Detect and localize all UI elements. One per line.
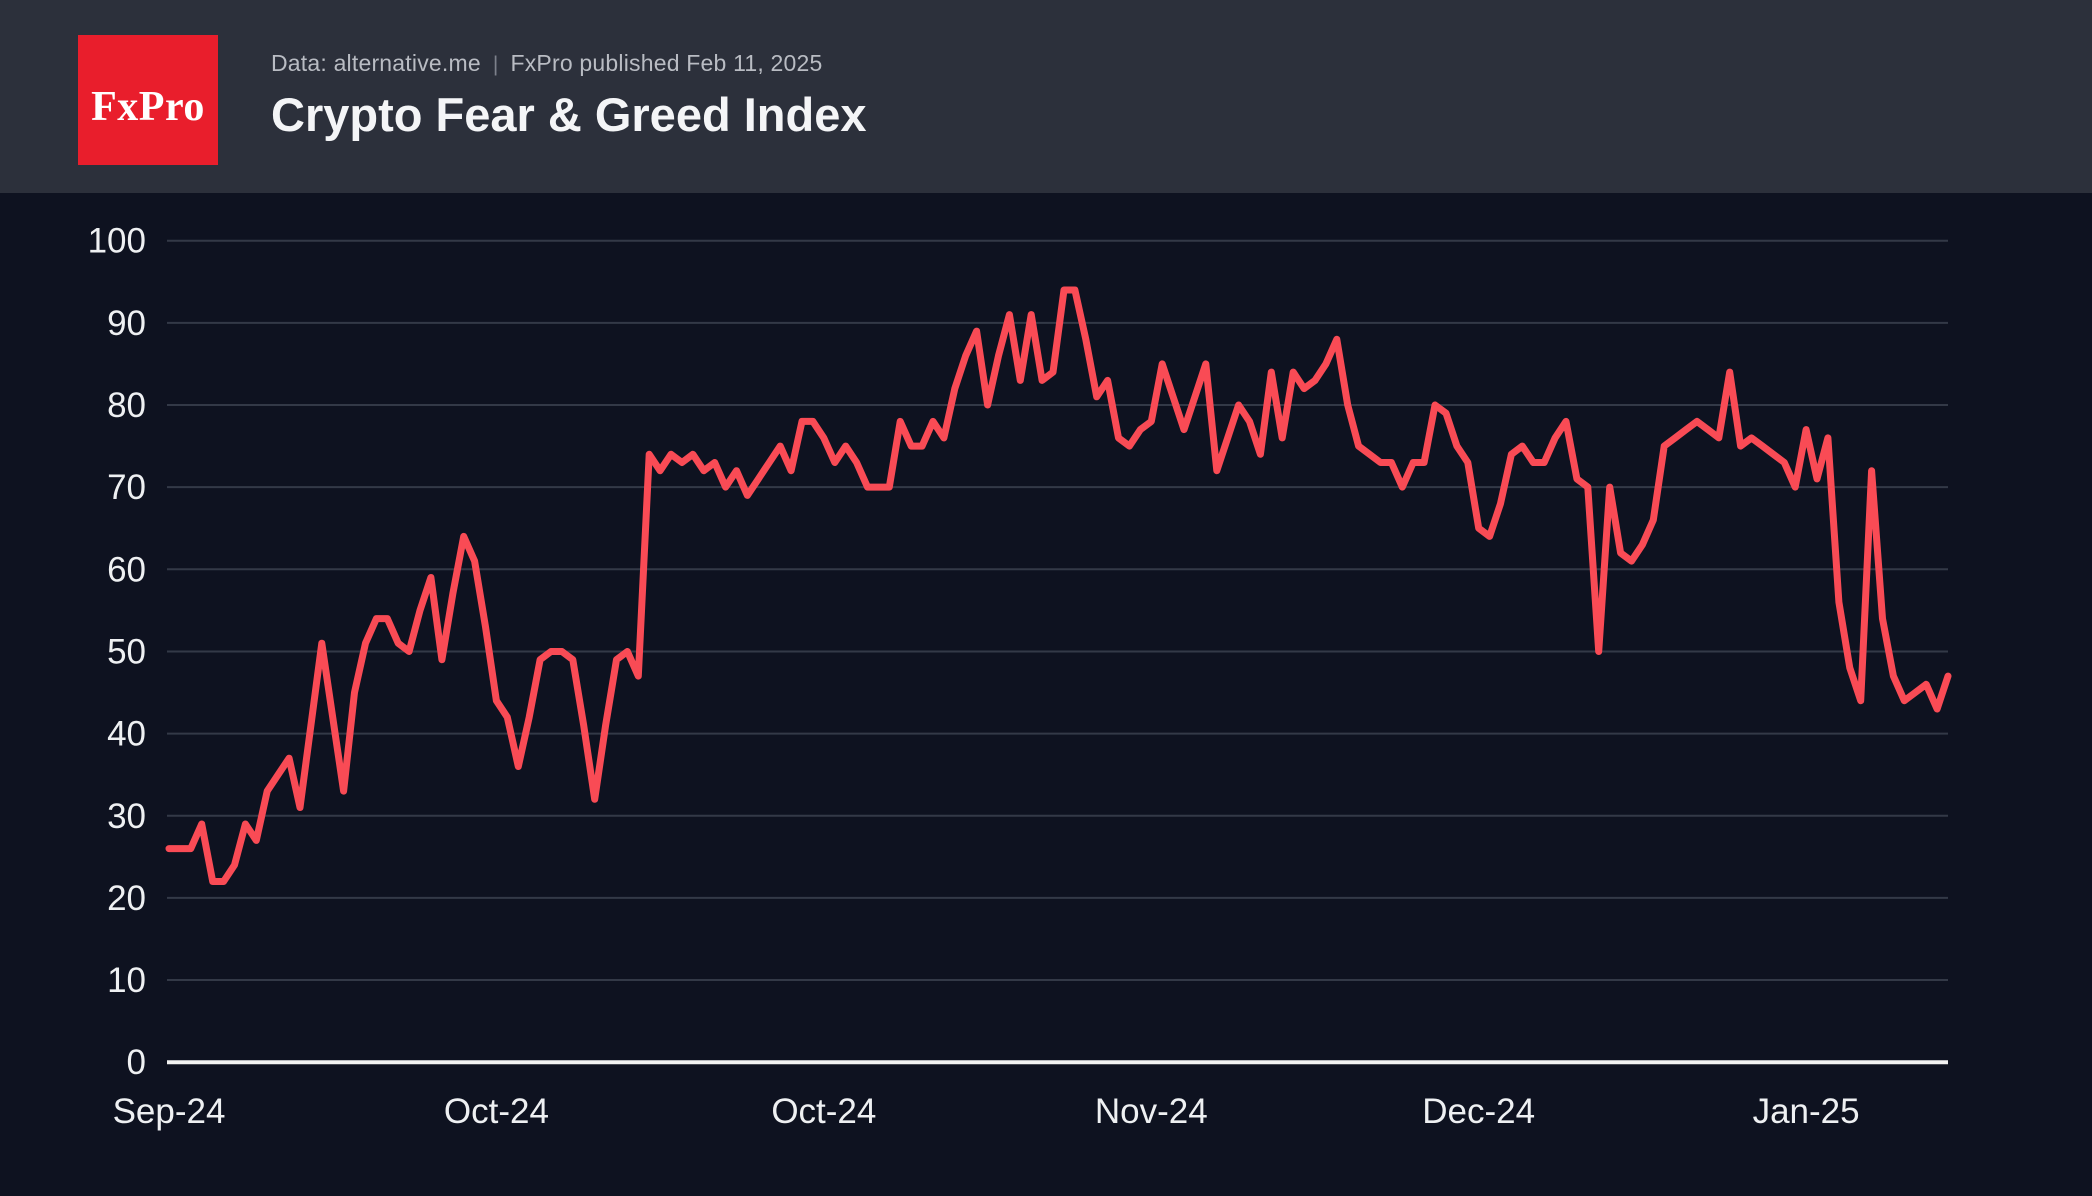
header-bar: FxPro Data: alternative.me | FxPro publish…	[0, 0, 2092, 193]
svg-text:10: 10	[107, 961, 146, 1000]
svg-text:0: 0	[127, 1043, 146, 1082]
svg-text:Oct-24: Oct-24	[771, 1092, 876, 1131]
header-text-block: Data: alternative.me | FxPro published Feb…	[271, 50, 867, 142]
svg-text:70: 70	[107, 468, 146, 507]
svg-text:30: 30	[107, 797, 146, 836]
fxpro-logo: FxPro	[78, 35, 218, 165]
data-source-line: Data: alternative.me | FxPro published Feb…	[271, 50, 867, 77]
index-data-line	[165, 286, 1952, 885]
svg-text:50: 50	[107, 632, 146, 671]
svg-text:Sep-24: Sep-24	[113, 1092, 226, 1131]
svg-text:90: 90	[107, 304, 146, 343]
separator-bar: |	[492, 53, 499, 76]
svg-text:80: 80	[107, 386, 146, 425]
svg-text:40: 40	[107, 715, 146, 754]
fxpro-logo-text: FxPro	[91, 84, 205, 130]
svg-text:20: 20	[107, 879, 146, 918]
y-axis-tick-labels: 0 10 20 30 40 50 60 70 80 90 100	[88, 222, 146, 1082]
svg-text:Oct-24: Oct-24	[444, 1092, 549, 1131]
page-title: Crypto Fear & Greed Index	[271, 88, 867, 141]
data-source-label: Data: alternative.me	[271, 50, 481, 76]
svg-text:Jan-25: Jan-25	[1753, 1092, 1860, 1131]
svg-text:Dec-24: Dec-24	[1422, 1092, 1535, 1131]
svg-text:60: 60	[107, 550, 146, 589]
svg-text:100: 100	[88, 222, 146, 261]
horizontal-gridlines	[167, 239, 1948, 982]
x-axis-tick-labels: Sep-24 Oct-24 Oct-24 Nov-24 Dec-24 Jan-25	[113, 1092, 1860, 1131]
published-label: FxPro published Feb 11, 2025	[510, 50, 823, 76]
svg-text:Nov-24: Nov-24	[1095, 1092, 1208, 1131]
